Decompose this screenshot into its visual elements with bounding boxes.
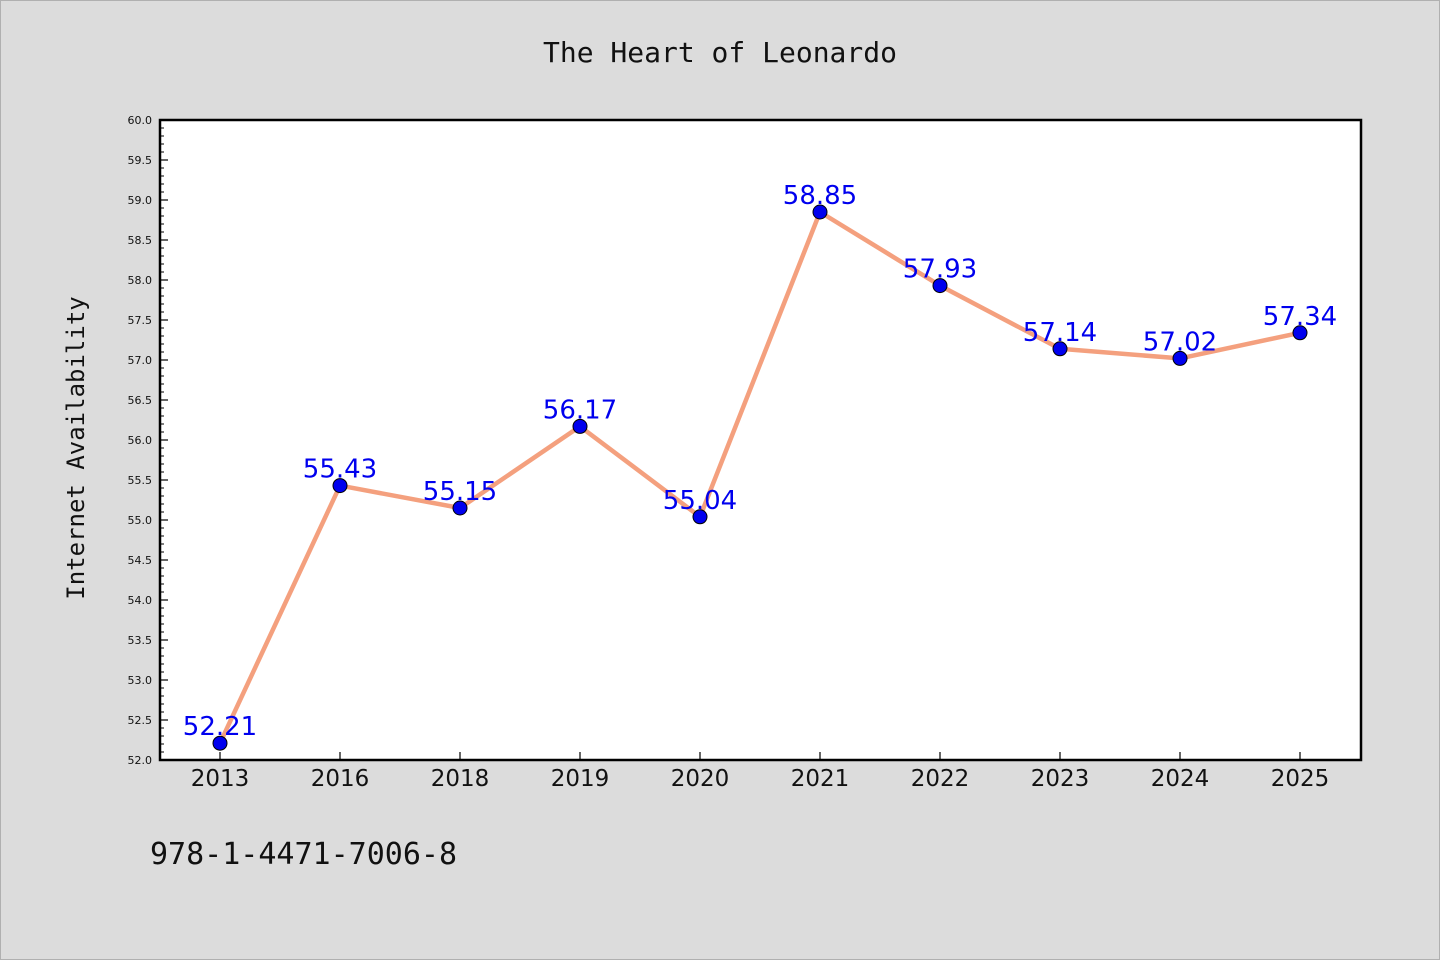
data-label: 58.85 bbox=[783, 181, 857, 211]
y-tick-label: 59.5 bbox=[128, 154, 153, 167]
data-point bbox=[1172, 350, 1188, 366]
data-label: 55.04 bbox=[663, 486, 737, 516]
data-label: 57.02 bbox=[1143, 327, 1217, 357]
y-tick-label: 55.5 bbox=[128, 474, 153, 487]
data-label: 57.34 bbox=[1263, 302, 1337, 332]
data-point bbox=[212, 735, 228, 751]
y-tick-label: 54.5 bbox=[128, 554, 153, 567]
x-tick-label: 2022 bbox=[911, 766, 970, 792]
y-tick-label: 52.0 bbox=[128, 754, 153, 767]
series-line bbox=[217, 209, 1301, 745]
data-label: 55.43 bbox=[303, 455, 377, 485]
y-tick-label: 55.0 bbox=[128, 514, 153, 527]
plot-border bbox=[158, 118, 1363, 762]
data-point bbox=[812, 204, 828, 220]
y-axis-label: Internet Availability bbox=[62, 296, 90, 599]
x-tick-label: 2016 bbox=[311, 766, 370, 792]
plot-area bbox=[160, 120, 1361, 760]
y-tick-label: 54.0 bbox=[128, 594, 153, 607]
data-point bbox=[332, 478, 348, 494]
x-tick-label: 2024 bbox=[1151, 766, 1210, 792]
data-label: 52.21 bbox=[183, 712, 257, 742]
y-tick-label: 56.0 bbox=[128, 434, 153, 447]
y-tick-label: 58.5 bbox=[128, 234, 153, 247]
y-tick-label: 57.0 bbox=[128, 354, 153, 367]
data-label: 56.17 bbox=[543, 395, 617, 425]
x-tick-label: 2013 bbox=[191, 766, 250, 792]
x-tick-label: 2018 bbox=[431, 766, 490, 792]
x-tick-label: 2023 bbox=[1031, 766, 1090, 792]
y-axis-ticks: 52.0 52.5 53.0 53.5 54.0 54.5 55.0 55.5 56.0 56.5… bbox=[128, 114, 168, 767]
x-tick-label: 2020 bbox=[671, 766, 730, 792]
y-tick-label: 59.0 bbox=[128, 194, 153, 207]
y-tick-label: 57.5 bbox=[128, 314, 153, 327]
data-label: 57.14 bbox=[1023, 318, 1097, 348]
data-points bbox=[212, 204, 1308, 751]
y-tick-label: 56.5 bbox=[128, 394, 153, 407]
data-point bbox=[692, 509, 708, 525]
x-axis-ticks: 2013 2016 2018 2019 2020 2021 2022 2023 2024 2025 bbox=[191, 752, 1330, 792]
x-tick-label: 2025 bbox=[1271, 766, 1330, 792]
data-point bbox=[1292, 325, 1308, 341]
data-label: 55.15 bbox=[423, 477, 497, 507]
y-tick-label: 52.5 bbox=[128, 714, 153, 727]
x-tick-label: 2021 bbox=[791, 766, 850, 792]
chart-title: The Heart of Leonardo bbox=[543, 36, 897, 69]
data-point bbox=[1052, 341, 1068, 357]
y-tick-label: 60.0 bbox=[128, 114, 153, 127]
data-point bbox=[572, 418, 588, 434]
isbn-footer: 978-1-4471-7006-8 bbox=[150, 837, 457, 872]
data-label: 57.93 bbox=[903, 255, 977, 285]
data-point bbox=[932, 278, 948, 294]
y-tick-label: 58.0 bbox=[128, 274, 153, 287]
y-tick-label: 53.0 bbox=[128, 674, 153, 687]
data-point bbox=[452, 500, 468, 516]
x-tick-label: 2019 bbox=[551, 766, 610, 792]
y-tick-label: 53.5 bbox=[128, 634, 153, 647]
data-labels: 52.21 55.43 55.15 56.17 55.04 58.85 57.93 57.14… bbox=[183, 181, 1337, 742]
